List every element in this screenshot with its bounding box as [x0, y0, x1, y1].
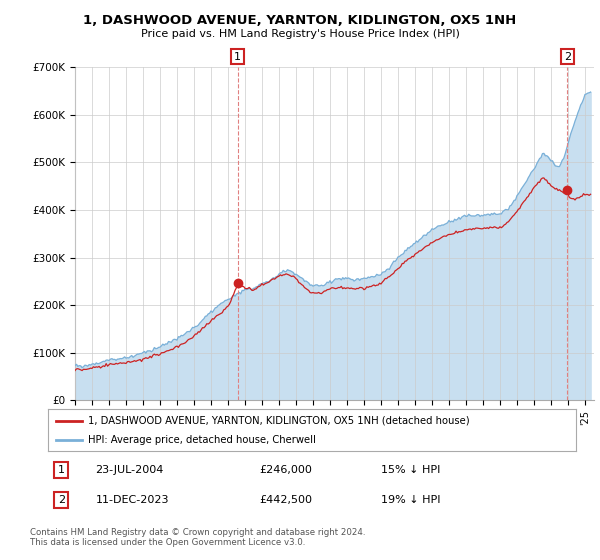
Text: 19% ↓ HPI: 19% ↓ HPI [380, 495, 440, 505]
Text: 2: 2 [58, 495, 65, 505]
Text: £442,500: £442,500 [259, 495, 312, 505]
Text: 1: 1 [58, 465, 65, 475]
Text: Price paid vs. HM Land Registry's House Price Index (HPI): Price paid vs. HM Land Registry's House … [140, 29, 460, 39]
Text: 11-DEC-2023: 11-DEC-2023 [95, 495, 169, 505]
Text: 23-JUL-2004: 23-JUL-2004 [95, 465, 164, 475]
Text: 1, DASHWOOD AVENUE, YARNTON, KIDLINGTON, OX5 1NH (detached house): 1, DASHWOOD AVENUE, YARNTON, KIDLINGTON,… [88, 416, 469, 426]
Text: HPI: Average price, detached house, Cherwell: HPI: Average price, detached house, Cher… [88, 435, 316, 445]
Text: £246,000: £246,000 [259, 465, 312, 475]
Text: Contains HM Land Registry data © Crown copyright and database right 2024.
This d: Contains HM Land Registry data © Crown c… [30, 528, 365, 547]
Text: 1: 1 [234, 52, 241, 62]
Text: 15% ↓ HPI: 15% ↓ HPI [380, 465, 440, 475]
Text: 1, DASHWOOD AVENUE, YARNTON, KIDLINGTON, OX5 1NH: 1, DASHWOOD AVENUE, YARNTON, KIDLINGTON,… [83, 14, 517, 27]
Text: 2: 2 [564, 52, 571, 62]
